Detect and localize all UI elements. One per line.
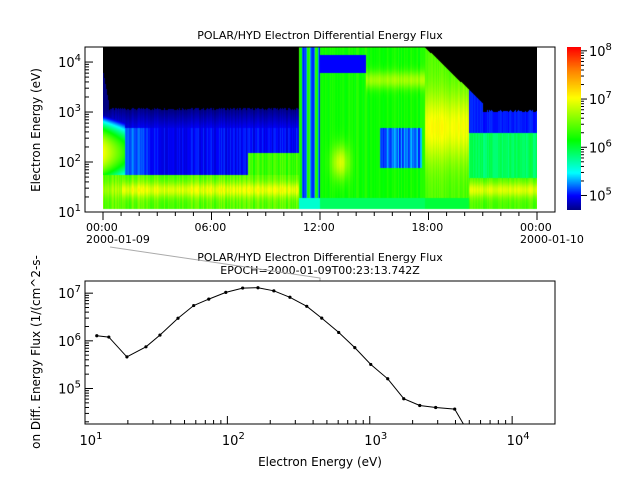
top-x-tick-label: 18:00: [412, 221, 444, 234]
spectrum-point: [176, 316, 180, 320]
bottom-plot-frame: [84, 280, 556, 425]
spectrum-point: [453, 407, 457, 411]
spectrum-point: [241, 286, 245, 290]
spectrum-point: [402, 397, 406, 401]
top-y-tick-label: 103: [58, 103, 81, 121]
colorbar-tick-label: 108: [589, 42, 612, 60]
spectrum-point: [95, 334, 99, 338]
spectrum-point: [207, 297, 211, 301]
top-x-tick-label: 06:00: [195, 221, 227, 234]
spectrogram-image: [103, 47, 537, 212]
colorbar-tick-label: 105: [589, 186, 612, 204]
bottom-chart-title: POLAR/HYD Electron Differential Energy F…: [197, 251, 443, 264]
top-chart-title: POLAR/HYD Electron Differential Energy F…: [197, 29, 443, 42]
bottom-x-tick-label: 104: [507, 431, 530, 449]
bottom-y-tick-label: 105: [58, 380, 81, 398]
top-x-tick-label: 00:00: [86, 221, 118, 234]
bottom-chart-ylabel: on Diff. Energy Flux (1/(cm^2-s-: [29, 255, 43, 449]
spectrum-point: [320, 316, 324, 320]
spectrum-point: [305, 304, 309, 308]
top-plot-frame: [84, 46, 556, 213]
spectrum-point: [107, 335, 111, 339]
epoch-indicator-line: [109, 246, 321, 281]
top-chart-ylabel: Electron Energy (eV): [29, 68, 43, 192]
spectrum-point: [418, 403, 422, 408]
spectrum-point: [256, 286, 260, 290]
bottom-x-tick-label: 103: [364, 431, 387, 449]
bottom-y-tick-label: 106: [58, 332, 81, 350]
bottom-y-tick-label: 107: [58, 284, 81, 302]
spectrum-line: [96, 287, 464, 424]
spectrum-point: [288, 295, 292, 299]
spectrum-point: [144, 345, 148, 349]
spectrum-point: [353, 346, 357, 350]
spectrum-point: [369, 362, 373, 367]
top-x-tick-label: 00:00: [520, 221, 552, 234]
top-x-tick-date-label: 2000-01-10: [520, 233, 584, 246]
bottom-chart-xlabel: Electron Energy (eV): [258, 455, 382, 469]
top-y-tick-label: 102: [58, 153, 81, 171]
spectrum-point: [192, 303, 196, 308]
colorbar-image: [567, 47, 581, 210]
bottom-chart-subtitle: EPOCH=2000-01-09T00:23:13.742Z: [220, 264, 420, 277]
bottom-x-tick-label: 101: [80, 431, 103, 449]
bottom-x-tick-label: 102: [222, 431, 245, 449]
spectrum-point: [158, 333, 162, 337]
top-y-tick-label: 101: [58, 203, 81, 221]
spectrum-point: [125, 355, 129, 359]
spectrum-point: [434, 405, 438, 410]
top-x-tick-label: 12:00: [303, 221, 335, 234]
spectrum-point: [337, 330, 341, 335]
top-x-tick-date-label: 2000-01-09: [86, 233, 150, 246]
top-y-tick-label: 104: [58, 53, 81, 71]
colorbar-tick-label: 107: [589, 90, 612, 108]
spectrum-point: [272, 289, 276, 293]
spectrum-point: [386, 377, 390, 381]
spectrum-point: [224, 290, 228, 294]
colorbar-tick-label: 106: [589, 138, 612, 156]
